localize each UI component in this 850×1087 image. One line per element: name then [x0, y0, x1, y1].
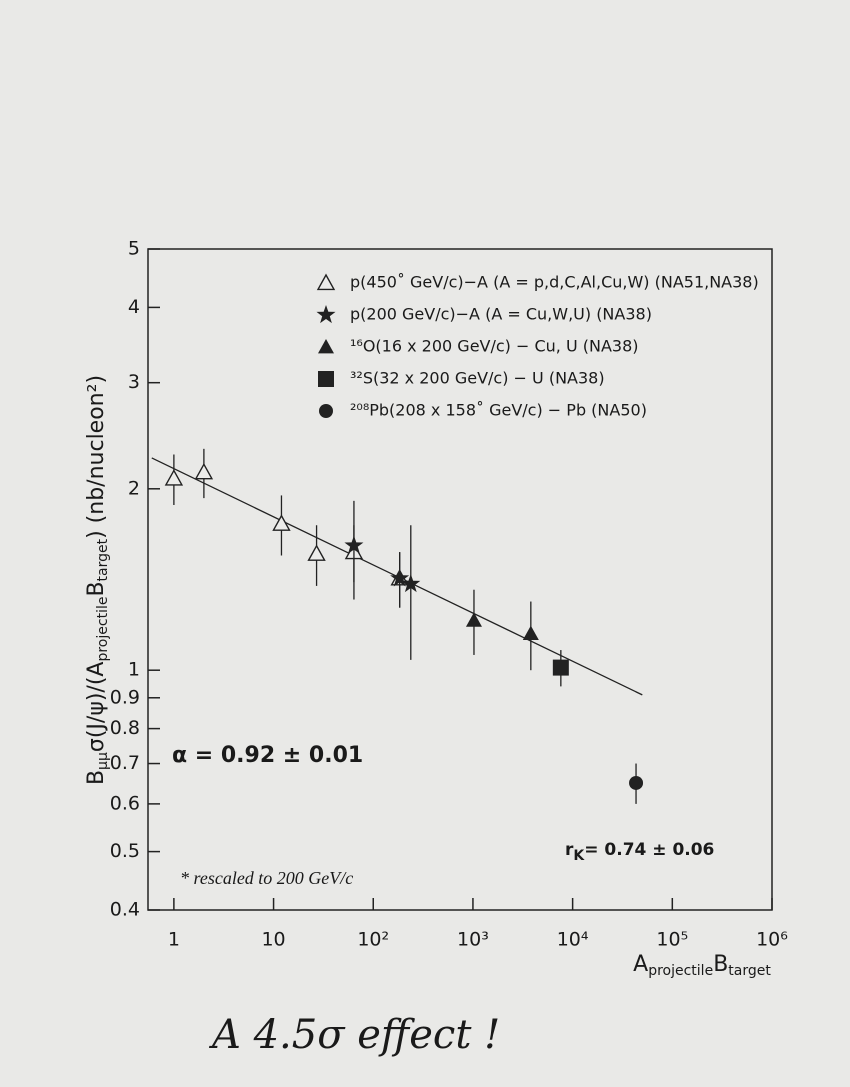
marker: [522, 625, 539, 641]
y-tick-label: 0.8: [110, 717, 140, 739]
marker: [318, 371, 334, 387]
label-part: ) (nb/nucleon²): [84, 375, 109, 539]
y-tick-label: 5: [128, 238, 140, 260]
y-tick-label: 3: [128, 371, 140, 393]
marker: [390, 568, 410, 587]
marker: [552, 659, 569, 676]
y-tick-label: 2: [128, 477, 140, 499]
x-tick-label: 1: [168, 929, 180, 951]
y-tick-label: 0.5: [110, 840, 140, 862]
marker: [194, 462, 214, 480]
label-part: A: [633, 952, 648, 977]
y-tick-label: 0.9: [110, 686, 140, 708]
label-part: B: [84, 770, 109, 785]
y-tick-label: 0.6: [110, 792, 140, 814]
label-subscript: target: [728, 963, 771, 979]
footnote: * rescaled to 200 GeV/c: [180, 868, 353, 888]
handwritten-note: A 4.5σ effect !: [208, 1012, 500, 1058]
legend-label: p(200 GeV/c)−A (A = Cu,W,U) (NA38): [350, 305, 652, 324]
label-part: = 0.74 ± 0.06: [584, 840, 714, 860]
label-part: B: [84, 581, 109, 596]
marker: [318, 339, 334, 354]
x-tick-label: 10⁴: [557, 929, 589, 951]
y-tick-label: 1: [128, 659, 140, 681]
marker: [629, 775, 644, 790]
y-tick-label: 0.4: [110, 899, 140, 921]
y-tick-label: 0.7: [110, 752, 140, 774]
label-part: r: [565, 840, 574, 860]
legend-label: p(450˚ GeV/c)−A (A = p,d,C,Al,Cu,W) (NA5…: [350, 273, 759, 292]
marker: [272, 514, 291, 531]
x-tick-label: 10³: [457, 929, 489, 951]
x-tick-label: 10⁶: [756, 929, 788, 951]
y-axis-label: Bμμσ(J/ψ)/(AprojectileBtarget) (nb/nucle…: [84, 375, 111, 785]
marker: [319, 404, 333, 418]
marker: [307, 544, 326, 561]
rk-annotation: rK= 0.74 ± 0.06: [565, 840, 714, 864]
y-tick-label: 4: [128, 296, 140, 318]
legend-label: ²⁰⁸Pb(208 x 158˚ GeV/c) − Pb (NA50): [350, 401, 647, 420]
x-tick-label: 10²: [357, 929, 389, 951]
marker: [401, 574, 421, 593]
label-subscript: μμ: [95, 752, 111, 770]
legend-label: ¹⁶O(16 x 200 GeV/c) − Cu, U (NA38): [350, 337, 639, 356]
marker: [344, 535, 364, 554]
label-subscript: projectile: [648, 963, 713, 979]
x-axis-label: AprojectileBtarget: [633, 952, 771, 979]
label-subscript: K: [573, 848, 585, 864]
x-tick-label: 10⁵: [656, 929, 688, 951]
alpha-annotation: α = 0.92 ± 0.01: [172, 743, 363, 768]
marker: [164, 469, 184, 486]
label-part: σ(J/ψ)/(A: [84, 662, 109, 753]
label-subscript: projectile: [95, 597, 111, 662]
legend-label: ³²S(32 x 200 GeV/c) − U (NA38): [350, 369, 605, 388]
label-part: B: [713, 952, 728, 977]
label-subscript: target: [95, 538, 111, 581]
x-tick-label: 10: [261, 929, 285, 951]
marker: [316, 305, 336, 324]
marker: [465, 612, 482, 627]
marker: [316, 273, 336, 291]
plot-frame: [147, 248, 773, 911]
